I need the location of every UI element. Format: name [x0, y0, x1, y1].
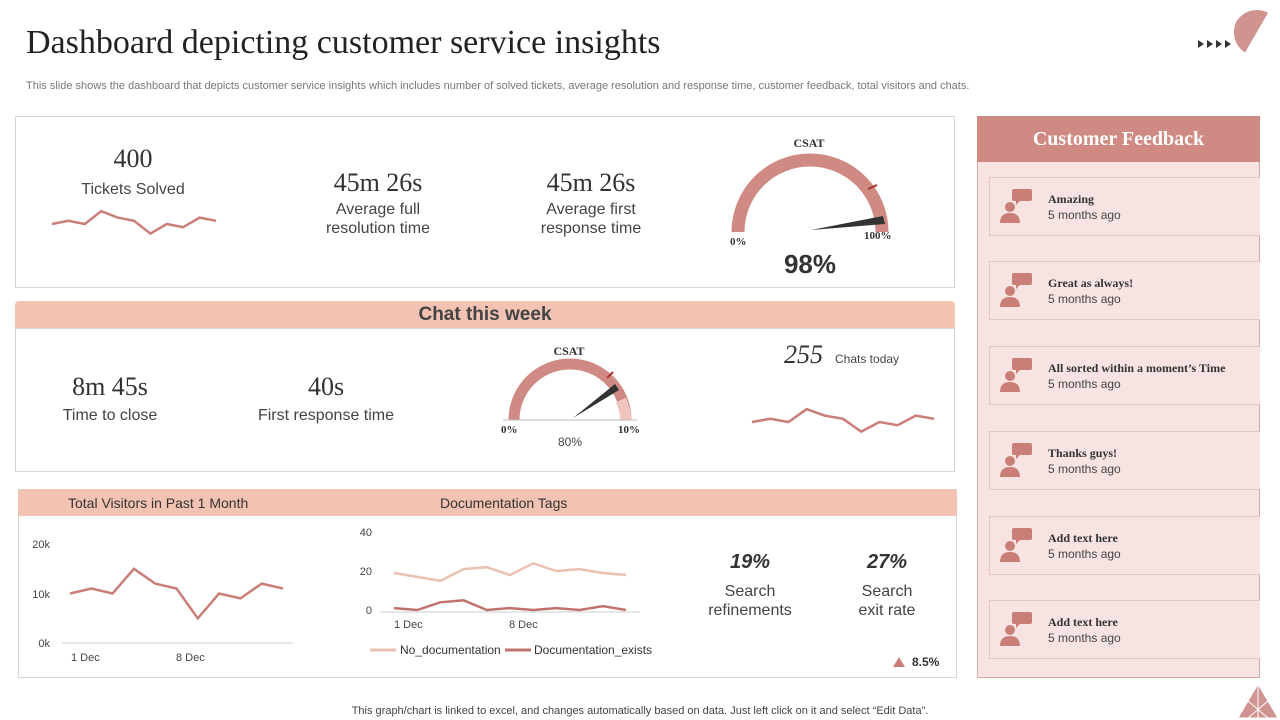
feedback-item[interactable]: All sorted within a moment’s Time 5 mont…	[989, 346, 1260, 405]
chat-csat-gauge	[503, 358, 637, 421]
chats-today-value: 255	[784, 340, 823, 369]
visitors-chart: 0k 10k 20k 1 Dec 8 Dec	[32, 539, 293, 664]
feedback-title: Add text here	[1048, 615, 1118, 629]
page-subtitle: This slide shows the dashboard that depi…	[26, 80, 970, 92]
doc-y-tick-2: 40	[360, 527, 372, 539]
time-to-close-value: 8m 45s	[72, 372, 148, 401]
feedback-time: 5 months ago	[1048, 377, 1121, 391]
top-csat-value: 98%	[783, 249, 837, 279]
visitors-chart-title: Total Visitors in Past 1 Month	[68, 495, 249, 511]
feedback-item[interactable]: Amazing 5 months ago	[989, 177, 1260, 236]
up-triangle-icon	[893, 657, 905, 667]
response-time-value: 45m 26s	[546, 168, 636, 197]
first-response-value: 40s	[307, 372, 345, 401]
feedback-time: 5 months ago	[1048, 462, 1121, 476]
doc-chart: 0 20 40 1 Dec 8 Dec No_documentation Doc…	[360, 527, 652, 657]
doc-x-tick-1: 8 Dec	[509, 619, 538, 631]
visitors-series-line	[69, 567, 284, 621]
tickets-sparkline	[51, 209, 217, 236]
feedback-time: 5 months ago	[1048, 547, 1121, 561]
visitors-x-tick-1: 8 Dec	[176, 652, 205, 664]
feedback-item[interactable]: Great as always! 5 months ago	[989, 261, 1260, 320]
visitors-y-tick-2: 20k	[32, 539, 50, 551]
chat-panel	[15, 328, 955, 472]
customer-review-icon	[1000, 443, 1032, 477]
doc-x-tick-0: 1 Dec	[394, 619, 423, 631]
search-exit-value: 27%	[866, 551, 908, 573]
response-time-label-2: response time	[540, 220, 642, 237]
chats-sparkline	[751, 407, 935, 434]
doc-series-no-documentation	[393, 561, 627, 583]
feedback-time: 5 months ago	[1048, 292, 1121, 306]
feedback-title: Add text here	[1048, 531, 1118, 545]
feedback-title: Amazing	[1048, 192, 1094, 206]
bottom-banner	[18, 489, 957, 516]
customer-review-icon	[1000, 273, 1032, 307]
customer-review-icon	[1000, 358, 1032, 392]
feedback-time: 5 months ago	[1048, 208, 1121, 222]
feedback-title: Thanks guys!	[1048, 446, 1118, 460]
tickets-solved-value: 400	[113, 144, 153, 173]
time-to-close-label: Time to close	[62, 407, 158, 424]
chat-csat-title: CSAT	[553, 344, 585, 358]
bottom-panel	[18, 489, 957, 678]
resolution-time-label-2: resolution time	[325, 220, 431, 237]
feedback-item[interactable]: Add text here 5 months ago	[989, 600, 1260, 659]
feedback-title: Great as always!	[1048, 276, 1134, 290]
corner-arrows-decoration	[1198, 9, 1269, 53]
doc-y-tick-0: 0	[366, 605, 372, 617]
search-refinements-label-1: Search	[724, 583, 776, 600]
doc-y-tick-1: 20	[360, 566, 372, 578]
page-title: Dashboard depicting customer service ins…	[26, 24, 661, 61]
resolution-time-value: 45m 26s	[333, 168, 423, 197]
chat-csat-max: 10%	[618, 424, 640, 436]
feedback-time: 5 months ago	[1048, 631, 1121, 645]
customer-feedback-header: Customer Feedback	[977, 116, 1260, 162]
search-refinements-value: 19%	[729, 551, 771, 573]
search-exit-label-1: Search	[861, 583, 913, 600]
footer-note: This graph/chart is linked to excel, and…	[351, 705, 929, 717]
visitors-y-tick-1: 10k	[32, 589, 50, 601]
feedback-item[interactable]: Thanks guys! 5 months ago	[989, 431, 1260, 490]
top-csat-min: 0%	[730, 236, 747, 248]
resolution-time-label-1: Average full	[335, 201, 421, 218]
chat-csat-value: 80%	[557, 435, 583, 449]
customer-review-icon	[1000, 189, 1032, 223]
first-response-label: First response time	[257, 407, 395, 424]
doc-series-documentation-exists	[393, 599, 627, 612]
top-csat-title: CSAT	[793, 136, 825, 150]
response-time-label-1: Average first	[546, 201, 636, 218]
customer-review-icon	[1000, 612, 1032, 646]
visitors-y-tick-0: 0k	[38, 638, 50, 650]
feedback-title: All sorted within a moment’s Time	[1048, 361, 1226, 375]
search-exit-label-2: exit rate	[858, 602, 916, 619]
customer-review-icon	[1000, 528, 1032, 562]
doc-chart-title: Documentation Tags	[440, 495, 568, 511]
top-csat-needle	[811, 216, 885, 230]
tickets-solved-label: Tickets Solved	[81, 181, 185, 198]
kpi-panel	[15, 116, 955, 288]
chats-today-label: Chats today	[835, 352, 900, 366]
top-csat-gauge	[731, 153, 889, 233]
feedback-item[interactable]: Add text here 5 months ago	[989, 516, 1260, 575]
legend-no-documentation: No_documentation	[400, 643, 501, 657]
change-value: 8.5%	[912, 655, 940, 669]
search-refinements-label-2: refinements	[708, 602, 792, 619]
chat-banner: Chat this week	[15, 301, 955, 328]
chat-csat-min: 0%	[501, 424, 518, 436]
corner-triangle-decoration	[1237, 683, 1279, 719]
legend-documentation-exists: Documentation_exists	[534, 643, 652, 657]
top-csat-max: 100%	[864, 230, 892, 242]
chat-csat-needle	[573, 384, 619, 418]
visitors-x-tick-0: 1 Dec	[71, 652, 100, 664]
